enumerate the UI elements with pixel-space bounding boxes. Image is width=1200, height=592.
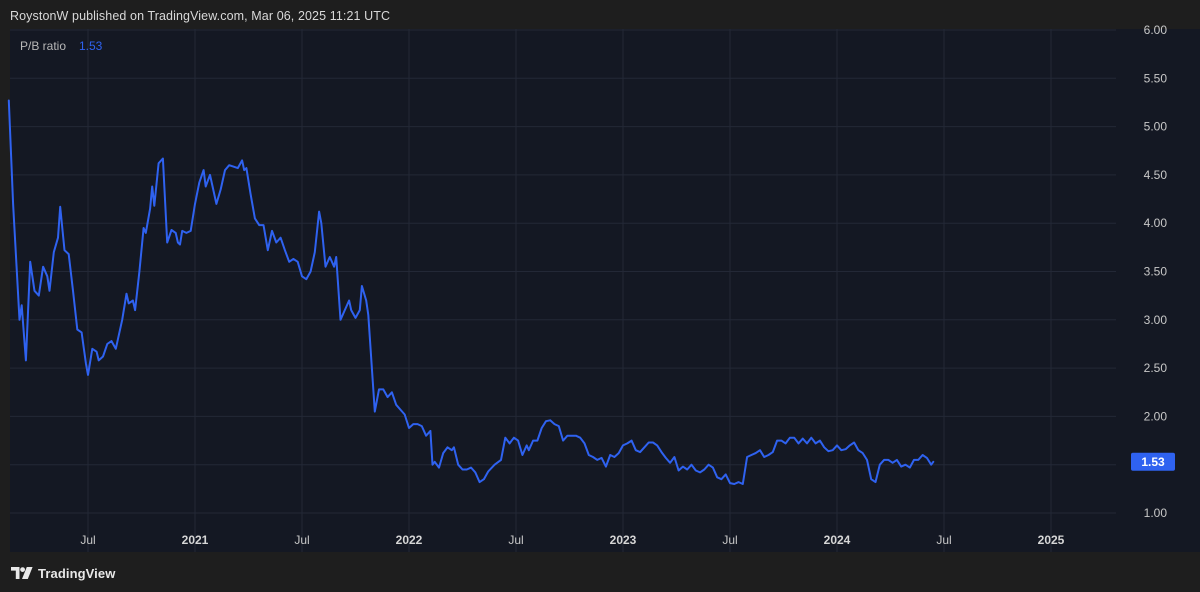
grid-lines (10, 29, 1116, 552)
x-tick-label: 2024 (824, 533, 851, 547)
x-tick-label: Jul (294, 533, 309, 547)
y-tick-label: 6.00 (1144, 23, 1168, 37)
x-axis: Jul 2021 Jul 2022 Jul 2023 Jul 2024 Jul 2025 (80, 533, 1064, 547)
tradingview-logo-icon (11, 567, 33, 579)
publish-header: RoystonW published on TradingView.com, M… (10, 9, 391, 23)
last-value-label: 1.53 (1141, 455, 1165, 469)
last-value-badge: 1.53 (1131, 452, 1175, 471)
tradingview-brand[interactable]: TradingView (11, 565, 115, 581)
y-tick-label: 4.00 (1144, 216, 1168, 230)
legend-value: 1.53 (79, 39, 103, 53)
series-layer (7, 99, 935, 485)
y-tick-label: 3.00 (1144, 313, 1168, 327)
y-tick-label: 5.00 (1144, 120, 1168, 134)
x-tick-label: 2022 (396, 533, 423, 547)
y-tick-label: 2.50 (1144, 361, 1168, 375)
legend-name: P/B ratio (20, 39, 66, 53)
x-tick-label: Jul (508, 533, 523, 547)
y-tick-label: 3.50 (1144, 265, 1168, 279)
y-tick-label: 1.00 (1144, 506, 1168, 520)
x-tick-label: 2025 (1038, 533, 1065, 547)
tradingview-brand-text: TradingView (38, 565, 116, 581)
legend: P/B ratio 1.53 (20, 39, 103, 53)
pb-ratio-line[interactable] (7, 99, 935, 485)
plot-background (10, 29, 1116, 552)
x-tick-label: Jul (80, 533, 95, 547)
y-tick-label: 5.50 (1144, 71, 1168, 85)
y-tick-label: 2.00 (1144, 409, 1168, 423)
x-tick-label: 2023 (610, 533, 637, 547)
y-tick-label: 4.50 (1144, 168, 1168, 182)
x-tick-label: 2021 (182, 533, 209, 547)
y-axis-background (1116, 29, 1200, 552)
x-tick-label: Jul (722, 533, 737, 547)
x-tick-label: Jul (936, 533, 951, 547)
last-value-badge-bg (1131, 452, 1175, 471)
